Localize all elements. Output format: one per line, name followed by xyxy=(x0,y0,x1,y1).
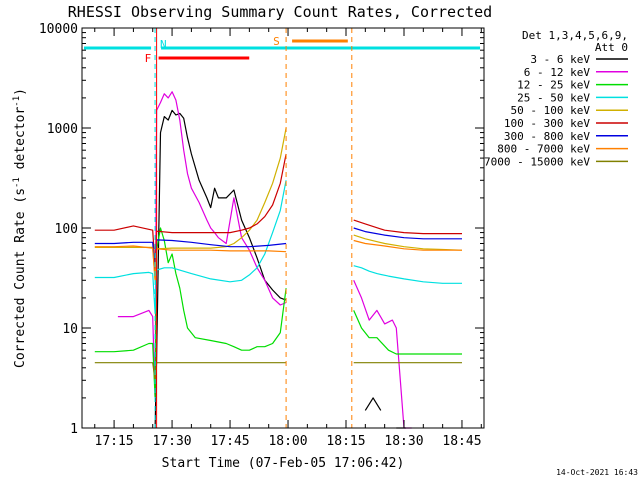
series-line-3 xyxy=(94,180,462,314)
series-line-8 xyxy=(94,362,462,381)
y-tick-label-0: 1 xyxy=(70,422,78,437)
y-axis-label: Corrected Count Rate (s-1 detector-1) xyxy=(12,88,28,368)
axis-layer: 17:15 17:30 17:45 18:00 18:15 18:30 18:45 1 10 10… xyxy=(39,22,484,449)
legend-label-2: 12 - 25 keV xyxy=(517,79,590,92)
x-tick-label-1: 17:30 xyxy=(152,434,191,449)
annotation-label-0: N xyxy=(160,38,167,51)
series-line-2 xyxy=(94,227,462,399)
y-tick-label-1: 10 xyxy=(62,322,78,337)
legend-header-line-2: Att 0 xyxy=(595,41,628,54)
y-tick-label-3: 1000 xyxy=(47,122,78,137)
legend-label-7: 800 - 7000 keV xyxy=(497,143,590,156)
series-line-7 xyxy=(94,239,462,281)
legend-label-6: 300 - 800 keV xyxy=(504,130,590,143)
chart-title: RHESSI Observing Summary Count Rates, Co… xyxy=(68,3,492,21)
series-layer xyxy=(94,91,463,429)
y-axis-label-end: ) xyxy=(13,88,28,96)
y-axis-label-sup2: -1 xyxy=(12,96,22,107)
x-axis-label: Start Time (07-Feb-05 17:06:42) xyxy=(162,456,405,471)
series-line-5 xyxy=(94,153,462,269)
annotation-label-1: F xyxy=(145,52,152,65)
y-axis-label-sup1: -1 xyxy=(12,177,22,188)
footer-date: 14-Oct-2021 16:43 xyxy=(556,468,638,477)
series-line-4 xyxy=(94,127,463,281)
x-tick-label-2: 17:45 xyxy=(210,434,249,449)
series-line-6 xyxy=(94,227,462,275)
y-tick-label-2: 100 xyxy=(55,222,78,237)
legend-label-4: 50 - 100 keV xyxy=(511,104,591,117)
series-line-1 xyxy=(117,91,412,429)
x-tick-label-4: 18:15 xyxy=(326,434,365,449)
legend-label-3: 25 - 50 keV xyxy=(517,91,590,104)
y-axis-label-main: Corrected Count Rate (s xyxy=(13,188,28,368)
x-tick-label-5: 18:30 xyxy=(384,434,423,449)
x-tick-label-0: 17:15 xyxy=(95,434,134,449)
x-tick-label-3: 18:00 xyxy=(268,434,307,449)
y-tick-label-4: 10000 xyxy=(39,22,78,37)
legend-label-0: 3 - 6 keV xyxy=(530,53,590,66)
annotation-label-2: S xyxy=(273,35,280,48)
legend-label-5: 100 - 300 keV xyxy=(504,117,590,130)
legend-label-8: 7000 - 15000 keV xyxy=(484,155,590,168)
legend-label-1: 6 - 12 keV xyxy=(524,66,591,79)
y-axis-label-mid: detector xyxy=(13,107,28,178)
legend-header-line-1: Det 1,3,4,5,6,9, xyxy=(522,29,628,42)
x-tick-label-6: 18:45 xyxy=(442,434,481,449)
